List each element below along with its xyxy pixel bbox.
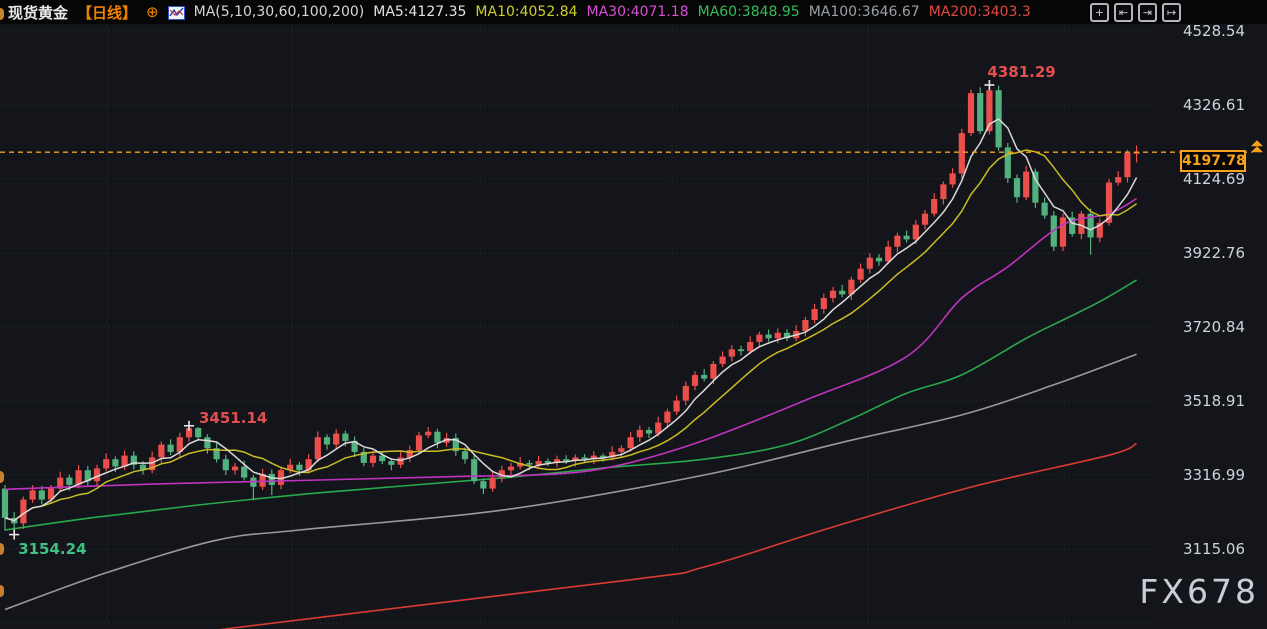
left-edge-marker bbox=[0, 543, 4, 555]
toolbar-button-icon[interactable]: + bbox=[1090, 3, 1109, 22]
ma-settings-label: MA(5,10,30,60,100,200) bbox=[193, 4, 365, 20]
toolbar-button-icon[interactable]: ↦ bbox=[1162, 3, 1181, 22]
watermark: FX678 bbox=[1139, 572, 1259, 611]
annotation-mid-high: 3451.14 bbox=[199, 408, 268, 427]
price-axis-label: 3922.76 bbox=[1182, 243, 1245, 262]
ma-legend-value: MA60:3848.95 bbox=[697, 4, 800, 20]
annotation-low: 3154.24 bbox=[18, 539, 87, 558]
price-axis-label: 3720.84 bbox=[1182, 317, 1245, 336]
price-axis-label: 4528.54 bbox=[1182, 22, 1245, 40]
price-axis-label: 4124.69 bbox=[1182, 169, 1245, 188]
ma-legend-value: MA200:3403.3 bbox=[928, 4, 1031, 20]
annotation-peak-high: 4381.29 bbox=[987, 62, 1056, 81]
ma-legend-value: MA5:4127.35 bbox=[373, 4, 467, 20]
price-axis-label: 3115.06 bbox=[1182, 539, 1245, 558]
left-edge-marker bbox=[0, 585, 4, 597]
chart-toolbar: + ⇤ ⇥ ↦ bbox=[1090, 3, 1181, 22]
left-edge-marker bbox=[0, 8, 4, 20]
ma-legend-value: MA30:4071.18 bbox=[586, 4, 689, 20]
left-edge-marker bbox=[0, 471, 4, 483]
ma-legend-value: MA100:3646.67 bbox=[808, 4, 920, 20]
ma-legend-value: MA10:4052.84 bbox=[475, 4, 578, 20]
header: 现货黄金 【日线】 ⊕ MA(5,10,30,60,100,200) MA5:4… bbox=[0, 0, 1267, 24]
price-axis-label: 3518.91 bbox=[1182, 391, 1245, 410]
symbol-title: 现货黄金 bbox=[8, 3, 69, 22]
timeframe-label: 【日线】 bbox=[77, 3, 138, 22]
toolbar-button-icon[interactable]: ⇥ bbox=[1138, 3, 1157, 22]
current-price-label: 4197.78 bbox=[1180, 150, 1246, 173]
toolbar-button-icon[interactable]: ⇤ bbox=[1114, 3, 1133, 22]
price-axis-label: 3316.99 bbox=[1182, 465, 1245, 484]
price-axis-label: 4326.61 bbox=[1182, 96, 1245, 114]
add-indicator-icon[interactable]: ⊕ bbox=[146, 2, 159, 21]
chart-style-icon[interactable] bbox=[167, 5, 185, 20]
